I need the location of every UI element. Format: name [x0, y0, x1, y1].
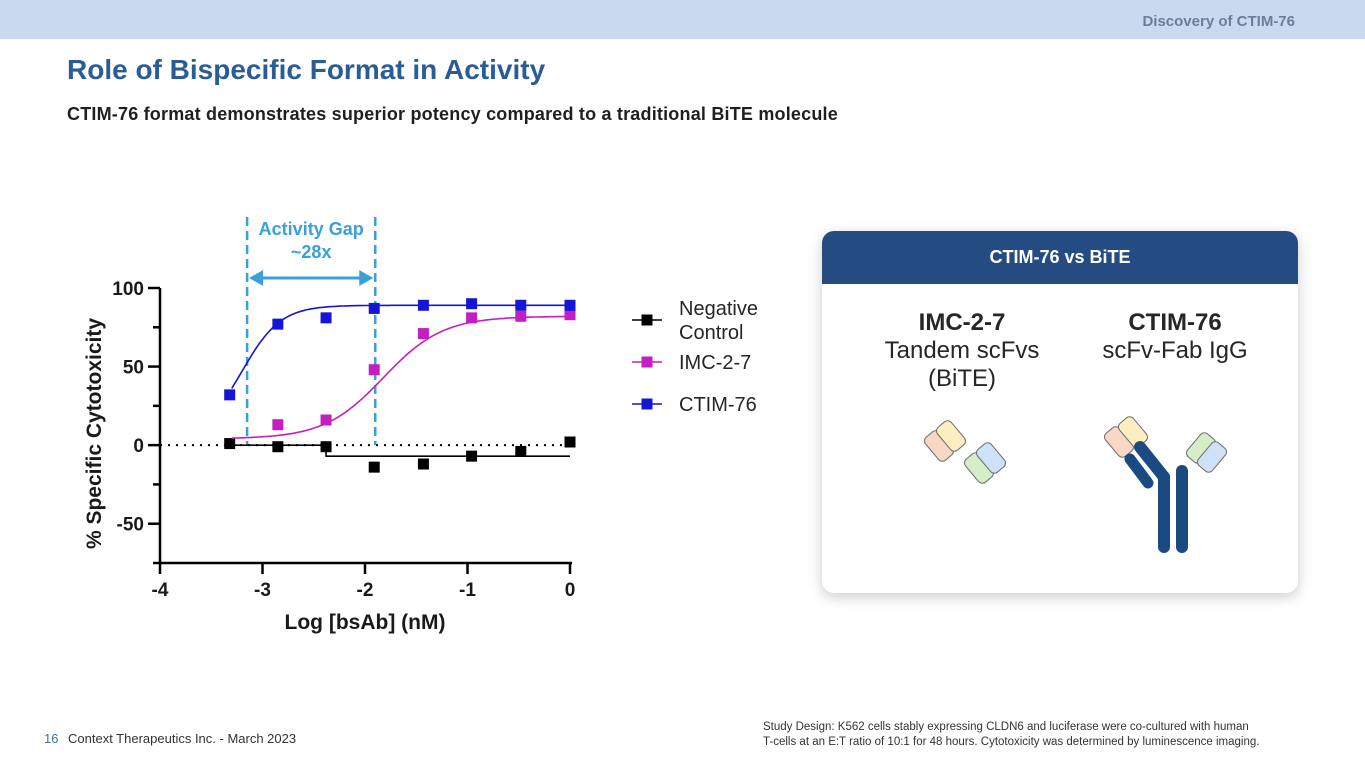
negative-control-data-point: [320, 441, 332, 453]
page-number: 16: [44, 731, 59, 746]
x-axis-label: Log [bsAb] (nM): [285, 611, 446, 634]
imc-2-7-data-point: [564, 309, 576, 321]
ctim-76-legend-label: CTIM-76: [679, 394, 757, 416]
x-tick-label: -2: [357, 580, 374, 601]
page-subtitle: CTIM-76 format demonstrates superior pot…: [67, 104, 838, 124]
ctim-76-data-point: [320, 312, 332, 324]
imc-2-7-fit-curve: [231, 315, 570, 439]
imc-2-7-data-point: [272, 419, 284, 431]
footer-company: Context Therapeutics Inc. - March 2023: [68, 731, 297, 746]
ctim-76-data-point: [417, 299, 429, 311]
negative-control-legend-marker: [641, 314, 653, 326]
ctim-76-fit-curve: [231, 304, 570, 389]
y-tick-label: -50: [117, 515, 144, 536]
top-banner: Discovery of CTIM-76: [0, 0, 1365, 39]
y-tick-label: 50: [123, 358, 144, 379]
note-line-1: Study Design: K562 cells stably expressi…: [763, 721, 1249, 733]
x-tick-label: -4: [152, 580, 169, 601]
negative-control-data-point: [368, 461, 380, 473]
imc-2-7-data-point: [466, 312, 478, 324]
negative-control-data-point: [466, 450, 478, 462]
ctim-76-data-point: [564, 299, 576, 311]
ctim-76-data-point: [224, 389, 236, 401]
negative-control-legend-label: Negative: [679, 298, 758, 320]
y-tick-label: 100: [112, 279, 144, 300]
negative-control-data-point: [564, 436, 576, 448]
negative-control-data-point: [224, 438, 236, 450]
imc-2-7-data-point: [515, 310, 527, 322]
imc-2-7-legend-label: IMC-2-7: [679, 352, 751, 374]
negative-control-data-point: [417, 458, 429, 470]
x-tick-label: -3: [254, 580, 271, 601]
x-tick-label: 0: [565, 580, 576, 601]
study-design-note: Study Design: K562 cells stably expressi…: [763, 720, 1353, 750]
bite-column: IMC-2-7 Tandem scFvs (BiTE): [862, 309, 1062, 393]
imc-2-7-data-point: [417, 328, 429, 340]
x-tick-label: -1: [459, 580, 476, 601]
comparison-card: CTIM-76 vs BiTE IMC-2-7 Tandem scFvs (Bi…: [822, 231, 1298, 593]
ctim-desc-line1: scFv-Fab IgG: [1102, 337, 1248, 364]
ctim-76-data-point: [368, 302, 380, 314]
activity-gap-arrow-right-head: [359, 270, 374, 286]
imc-2-7-legend-marker: [641, 356, 653, 368]
activity-gap-title: Activity Gap: [259, 219, 364, 239]
ctim-76-data-point: [466, 298, 478, 310]
bite-desc-line1: Tandem scFvs: [884, 337, 1040, 364]
bite-desc-line2: (BiTE): [928, 365, 996, 392]
imc-2-7-data-point: [368, 364, 380, 376]
imc-2-7-data-point: [320, 414, 332, 426]
note-line-2: T-cells at an E:T ratio of 10:1 for 48 h…: [763, 736, 1260, 748]
section-label: Discovery of CTIM-76: [1142, 13, 1295, 30]
negative-control-data-point: [272, 441, 284, 453]
y-tick-label: 0: [133, 436, 144, 457]
y-axis-label: % Specific Cytotoxicity: [83, 318, 106, 549]
page-title: Role of Bispecific Format in Activity: [67, 54, 546, 85]
card-header: CTIM-76 vs BiTE: [822, 231, 1298, 284]
ctim-name: CTIM-76: [1128, 309, 1222, 336]
ctim-column: CTIM-76 scFv-Fab IgG: [1075, 309, 1275, 365]
bite-name: IMC-2-7: [918, 309, 1006, 336]
ctim-76-legend-marker: [641, 398, 653, 410]
activity-gap-fold: ~28x: [291, 242, 332, 262]
bite-molecule-icon: [924, 420, 1006, 484]
ctim-76-data-point: [272, 318, 284, 330]
cytotoxicity-chart: Activity Gap ~28x -50 0 50 100 -4 -3 -2 -1 0 Log […: [83, 217, 758, 634]
negative-control-data-point: [515, 445, 527, 457]
ctim-76-data-point: [515, 299, 527, 311]
negative-control-legend-label: Control: [679, 322, 743, 344]
activity-gap-arrow-left-head: [249, 270, 264, 286]
igg-molecule-icon: [1104, 416, 1227, 553]
